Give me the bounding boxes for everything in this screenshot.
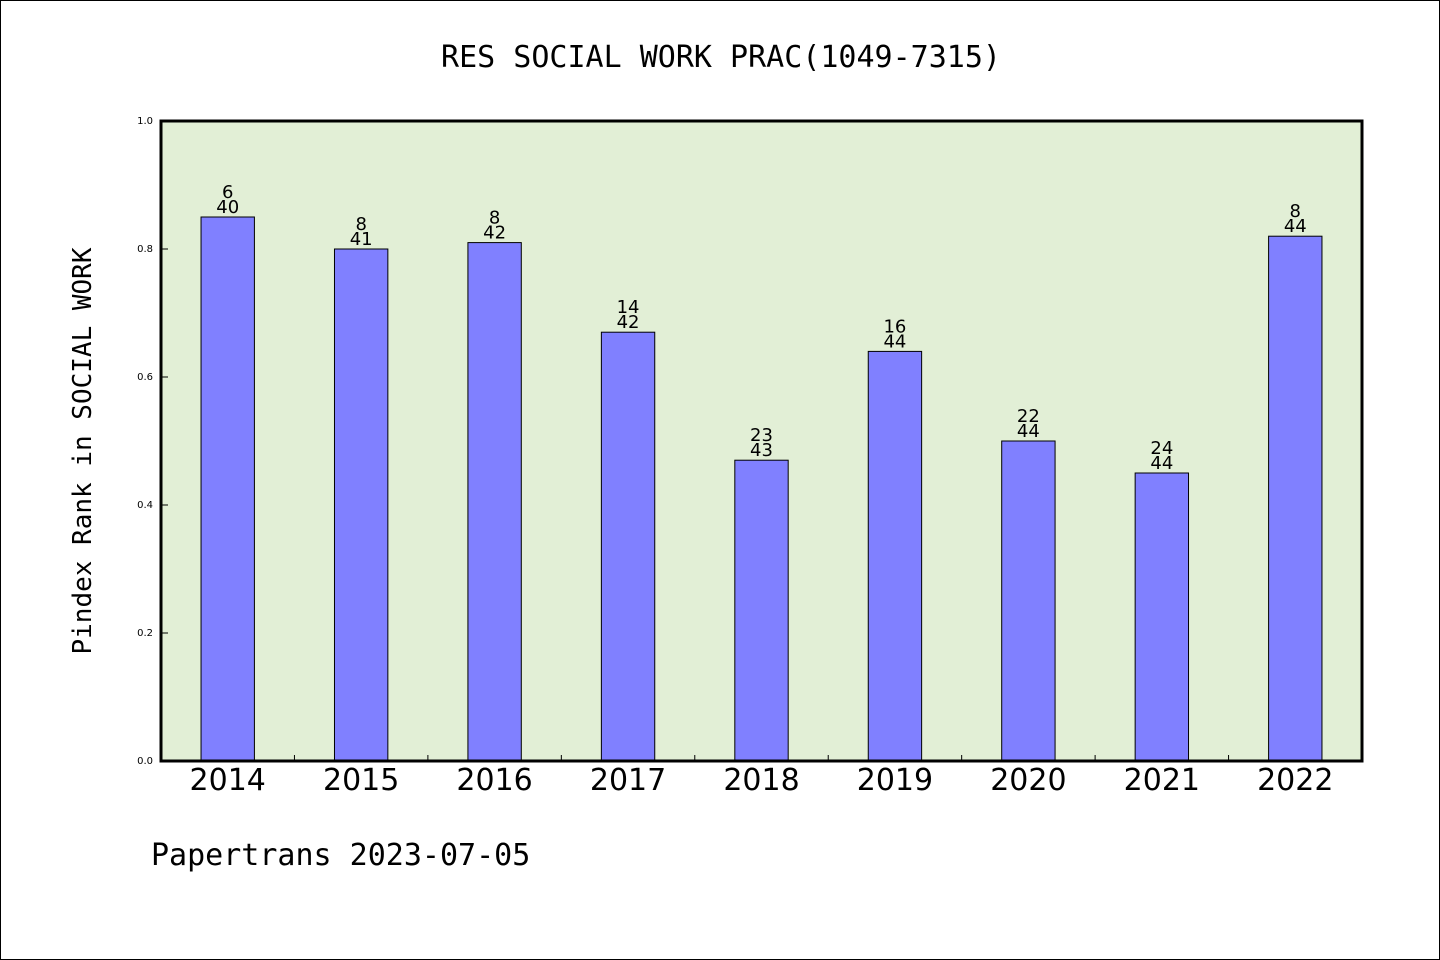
plot-frame (159, 119, 1364, 763)
x-tick-label: 2015 (323, 763, 399, 798)
bars-group (200, 216, 1323, 762)
bar-total-label: 44 (883, 331, 906, 352)
bar-2018 (734, 459, 789, 762)
bar-total-label: 43 (750, 440, 773, 461)
x-tick-label: 2018 (723, 763, 799, 798)
bar-rank-label: 14 (617, 297, 640, 318)
bar-rank-label: 8 (1290, 201, 1301, 222)
bar-total-label: 44 (1284, 216, 1307, 237)
y-tick-label: 0.4 (137, 500, 153, 511)
x-tick-label: 2017 (590, 763, 666, 798)
x-tick-label: 2019 (857, 763, 933, 798)
y-tick-label: 0.6 (137, 372, 153, 383)
bar-rank-label: 23 (750, 425, 773, 446)
y-tick-label: 0.0 (137, 756, 153, 767)
x-tick-label: 2022 (1257, 763, 1333, 798)
bar-total-label: 40 (216, 197, 239, 218)
x-tick-label: 2016 (456, 763, 532, 798)
bar-total-label: 42 (617, 312, 640, 333)
x-tick-label: 2021 (1124, 763, 1200, 798)
y-axis-label: Pindex Rank in SOCIAL WORK (68, 247, 98, 654)
bar-total-label: 44 (1017, 421, 1040, 442)
x-tick-label: 2020 (990, 763, 1066, 798)
x-tick-label: 2014 (190, 763, 266, 798)
bar-2019 (867, 350, 923, 762)
bar-rank-label: 24 (1150, 438, 1173, 459)
bar-2016 (467, 242, 522, 762)
bar-total-label: 42 (483, 223, 506, 244)
bar-2021 (1134, 472, 1190, 762)
chart-title: RES SOCIAL WORK PRAC(1049-7315) (441, 40, 1001, 75)
bar-2022 (1268, 235, 1323, 762)
bar-total-label: 41 (350, 229, 373, 250)
footer-text: Papertrans 2023-07-05 (151, 838, 530, 873)
y-tick-label: 0.2 (137, 628, 153, 639)
y-tick-label: 0.8 (137, 244, 153, 255)
labels-group: 6402014841201584220161442201723432018164… (190, 182, 1334, 798)
bar-rank-label: 6 (222, 182, 233, 203)
bar-rank-label: 16 (883, 316, 906, 337)
bar-rank-label: 8 (355, 214, 366, 235)
bar-2017 (600, 331, 656, 762)
bar-2020 (1001, 440, 1056, 762)
bar-rank-label: 8 (489, 208, 500, 229)
bar-total-label: 44 (1150, 453, 1173, 474)
bar-rank-label: 22 (1017, 406, 1040, 427)
y-tick-label: 1.0 (137, 116, 153, 127)
bar-2014 (200, 216, 255, 762)
bar-2015 (333, 248, 389, 762)
